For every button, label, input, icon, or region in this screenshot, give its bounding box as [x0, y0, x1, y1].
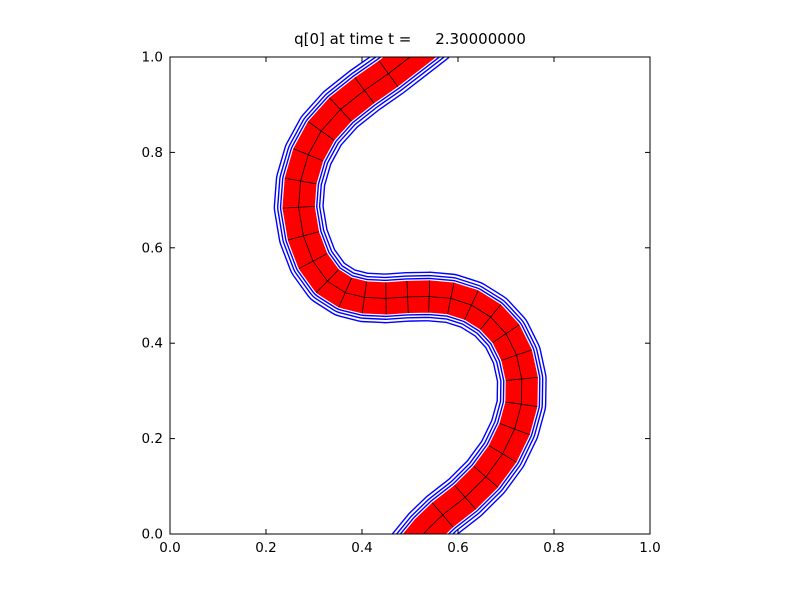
mesh-rung	[431, 502, 454, 528]
mesh-rung	[298, 253, 328, 270]
mesh-rung	[329, 97, 352, 122]
mesh-rung	[338, 277, 353, 308]
mesh-rung	[501, 349, 532, 361]
y-tick-label: 0.0	[142, 527, 163, 543]
y-tick-label: 1.0	[142, 50, 163, 66]
mesh-rung	[287, 231, 320, 241]
mesh-rung	[354, 77, 375, 104]
x-tick-label: 0.8	[543, 540, 564, 556]
mesh-rung	[307, 121, 335, 141]
x-tick-label: 0.0	[159, 540, 180, 556]
mesh-lines	[282, 57, 538, 534]
mesh-rung	[454, 484, 477, 510]
mesh-rung	[492, 324, 520, 344]
y-tick-label: 0.4	[142, 336, 163, 352]
mesh-rung	[488, 445, 517, 463]
mesh-rung	[505, 377, 538, 381]
mesh-rung	[361, 281, 368, 314]
mesh-rung	[428, 280, 431, 313]
mesh-rung	[473, 465, 499, 488]
mesh-rung	[464, 290, 479, 320]
plot-title: q[0] at time t = 2.30000000	[294, 30, 526, 48]
x-tick-label: 0.6	[447, 540, 468, 556]
contour-band	[273, 57, 547, 534]
x-tick-label: 1.0	[639, 540, 660, 556]
x-tick-label: 0.2	[255, 540, 276, 556]
y-tick-label: 0.8	[142, 145, 163, 161]
x-tick-label: 0.4	[351, 540, 372, 556]
mesh-rung	[447, 282, 455, 315]
mesh-rung	[505, 401, 538, 407]
mesh-rung	[282, 206, 315, 209]
mesh-rung	[293, 148, 324, 162]
mesh-rung	[406, 280, 409, 314]
y-tick-label: 0.6	[142, 240, 163, 256]
axes-border	[169, 56, 651, 535]
mesh-rung	[480, 304, 502, 330]
mesh-rung	[499, 423, 530, 436]
mesh-rung	[315, 269, 339, 293]
y-tick-label: 0.2	[142, 431, 163, 447]
mesh-rung	[284, 177, 317, 185]
mesh-rung	[378, 60, 399, 87]
